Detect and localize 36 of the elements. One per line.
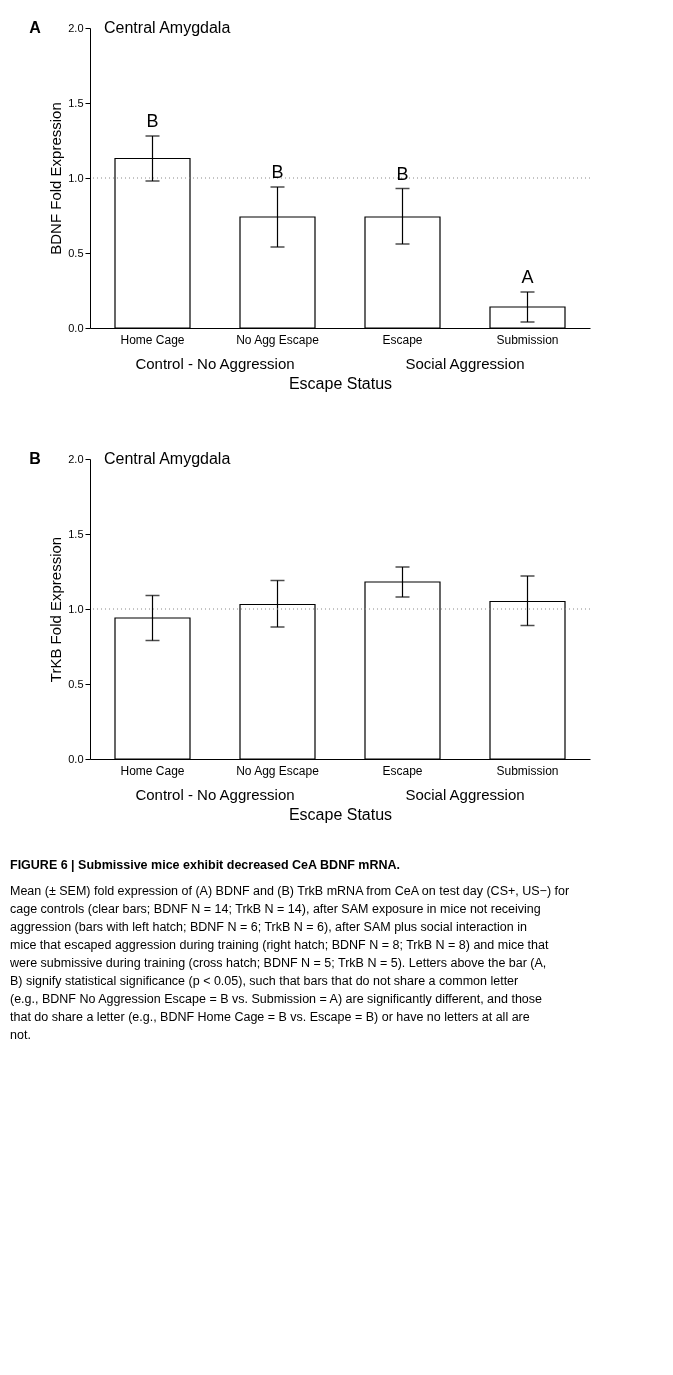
y-axis-title: BDNF Fold Expression: [47, 102, 65, 255]
y-tick-label: 1.5: [68, 96, 84, 109]
x-axis-title: Escape Status: [288, 374, 393, 392]
x-tick-label: Submission: [496, 332, 559, 347]
x-tick-label: No Agg Escape: [236, 763, 320, 778]
chart-title: Central Amygdala: [104, 450, 231, 467]
text: Social Aggression: [405, 355, 525, 372]
y-axis-title: TrKB Fold Expression: [47, 536, 65, 683]
text: Control - No Aggression: [135, 786, 295, 803]
x-tick-label: Escape: [382, 763, 423, 778]
y-tick-label: 1.5: [68, 527, 84, 540]
y-tick-label: 1.0: [68, 602, 84, 615]
text: A: [29, 19, 42, 36]
y-tick-label: 0.0: [68, 321, 84, 334]
annotation: A: [521, 267, 534, 287]
x-tick-label: Escape: [382, 332, 423, 347]
text: B: [29, 450, 41, 467]
annotation: B: [146, 111, 159, 131]
y-tick-label: 0.5: [68, 246, 84, 259]
x-tick-label: Submission: [496, 763, 559, 778]
text: Control - No Aggression: [135, 355, 295, 372]
annotation: B: [396, 163, 409, 184]
y-tick-label: 0.5: [68, 677, 84, 690]
y-tick-label: 2.0: [68, 452, 84, 465]
x-tick-label: No Agg Escape: [236, 332, 320, 347]
y-tick-label: 2.0: [68, 21, 84, 34]
annotation: B: [271, 162, 284, 182]
x-tick-label: Home Cage: [120, 763, 185, 778]
x-axis-title: Escape Status: [288, 805, 393, 823]
x-tick-label: Home Cage: [120, 332, 185, 347]
text: Social Aggression: [405, 786, 525, 803]
caption: FIGURE 6 | Submissive mice exhibit decreased CeA BDNF mRNA.: [10, 858, 400, 872]
chart-title: Central Amygdala: [104, 19, 231, 36]
y-tick-label: 0.0: [68, 752, 84, 765]
y-tick-label: 1.0: [68, 171, 84, 184]
text: Mean (± SEM) fold expression of (A) BDNF and (B) TrkB mRNA from CeA on test day (CS+, US−) for cage controls (clear bars; BDNF N = 14; TrkB N = 14), after SAM exposure in mice not receiving aggression (bars with left hatch; BDNF N = 6; TrkB N = 6), after SAM plus social interaction in mice that escaped aggression during training (right hatch; BDNF N = 8; TrkB N = 8) and mice that were submissive during training (cross hatch; BDNF N = 5; TrkB N = 5). Letters above the bar (A, B) signify statistical significance (p < 0.05), such that bars that do not share a common letter (e.g., BDNF No Aggression Escape = B vs. Submission = A) are significantly different, and those that do share a letter (e.g., BDNF Home Cage = B vs. Escape = B) or have no letters at all are not.: [10, 884, 570, 1042]
